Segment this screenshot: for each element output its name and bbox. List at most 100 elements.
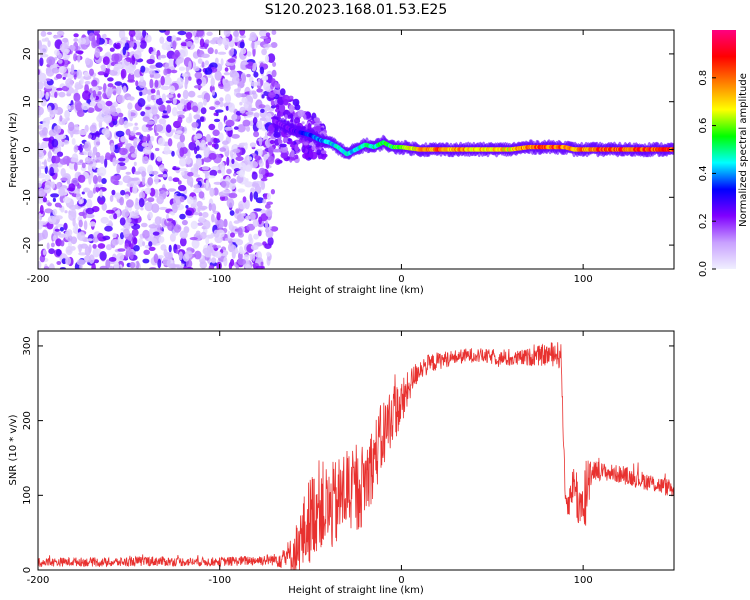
spectrogram-noise-blob bbox=[251, 40, 255, 50]
spectrogram-noise-blob bbox=[167, 188, 176, 192]
spectrogram-noise-blob bbox=[260, 209, 267, 214]
spectrogram-noise-blob bbox=[186, 101, 192, 111]
spectrogram-noise-blob bbox=[231, 76, 240, 85]
spectrogram-noise-blob bbox=[168, 58, 174, 67]
spectrogram-noise-blob bbox=[148, 140, 153, 151]
spectrogram-noise-blob bbox=[77, 231, 86, 241]
spectrogram-noise-blob bbox=[247, 156, 253, 161]
spectrogram-noise-blob bbox=[120, 136, 126, 143]
x-tick-label: 0 bbox=[398, 274, 404, 285]
spectrogram-transition-blob bbox=[276, 159, 283, 164]
spectrogram-noise-blob bbox=[221, 37, 230, 46]
spectrogram-noise-blob bbox=[258, 104, 266, 109]
spectrogram-noise-blob bbox=[253, 208, 263, 212]
spectrogram-noise-blob bbox=[126, 96, 135, 101]
spectrogram-noise-blob bbox=[66, 104, 72, 110]
spectrogram-noise-blob bbox=[198, 191, 205, 199]
spectrogram-transition-blob bbox=[283, 99, 289, 106]
spectrogram-noise-blob bbox=[79, 159, 84, 163]
spectrogram-noise-blob bbox=[58, 134, 67, 140]
spectrogram-noise-blob bbox=[155, 97, 164, 106]
spectrogram-noise-blob bbox=[116, 85, 122, 95]
spectrogram-transition-blob bbox=[316, 149, 322, 156]
spectrogram-noise-blob bbox=[270, 189, 275, 195]
spectrogram-noise-blob bbox=[271, 69, 277, 78]
spectrogram-noise-blob bbox=[141, 170, 147, 177]
spectrogram-noise-blob bbox=[256, 88, 263, 93]
spectrogram-noise-blob bbox=[175, 59, 181, 66]
spectrogram-noise-blob bbox=[119, 217, 126, 226]
spectrogram-noise-blob bbox=[199, 116, 205, 122]
spectrogram-transition-blob bbox=[280, 88, 286, 96]
spectrogram-noise-blob bbox=[52, 35, 62, 39]
spectrogram-noise-blob bbox=[191, 121, 199, 128]
spectrogram-noise-blob bbox=[81, 162, 86, 169]
spectrogram-noise-blob bbox=[156, 255, 164, 259]
spectrogram-noise-blob bbox=[55, 223, 64, 228]
spectrogram-noise-blob bbox=[252, 254, 255, 262]
spectrogram-y-label: Frequency (Hz) bbox=[8, 112, 19, 188]
spectrogram-noise-blob bbox=[145, 106, 151, 110]
spectrogram-noise-blob bbox=[47, 215, 57, 225]
spectrogram-noise-blob bbox=[216, 212, 221, 221]
spectrogram-noise-blob bbox=[74, 223, 79, 232]
spectrogram-noise-blob bbox=[250, 81, 259, 87]
spectrogram-noise-blob bbox=[185, 205, 189, 209]
spectrogram-noise-blob bbox=[116, 209, 121, 218]
spectrogram-noise-blob bbox=[89, 101, 97, 107]
spectrogram-noise-blob bbox=[179, 213, 186, 220]
spectrogram-noise-blob bbox=[233, 37, 240, 43]
spectrogram-noise-blob bbox=[154, 79, 159, 88]
spectrogram-noise-blob bbox=[129, 261, 136, 269]
spectrogram-noise-blob bbox=[42, 197, 48, 203]
spectrogram-noise-blob bbox=[165, 100, 172, 104]
spectrogram-noise-blob bbox=[47, 150, 52, 159]
spectrogram-noise-blob bbox=[175, 130, 183, 135]
spectrogram-noise-blob bbox=[265, 112, 273, 123]
spectrogram-noise-blob bbox=[118, 147, 128, 156]
spectrogram-noise-blob bbox=[171, 150, 175, 157]
spectrogram-noise-blob bbox=[58, 204, 63, 208]
spectrogram-noise-blob bbox=[253, 71, 259, 78]
spectrogram-noise-blob bbox=[224, 126, 233, 131]
spectrogram-noise-blob bbox=[179, 168, 188, 172]
spectrogram-noise-blob bbox=[109, 195, 114, 202]
spectrogram-noise-blob bbox=[140, 65, 146, 73]
spectrogram-transition-blob bbox=[292, 98, 300, 107]
spectrogram-noise-blob bbox=[97, 243, 106, 249]
spectrogram-transition-blob bbox=[270, 105, 276, 109]
y-tick-label: 0 bbox=[22, 146, 33, 152]
spectrogram-noise-blob bbox=[195, 230, 201, 236]
spectrogram-noise-blob bbox=[212, 129, 220, 137]
spectrogram-noise-blob bbox=[203, 146, 211, 152]
spectrogram-noise-blob bbox=[198, 212, 203, 217]
spectrogram-noise-blob bbox=[263, 44, 272, 48]
spectrogram-noise-blob bbox=[127, 218, 132, 223]
spectrogram-noise-blob bbox=[231, 158, 235, 164]
spectrogram-noise-blob bbox=[40, 30, 47, 37]
spectrogram-noise-blob bbox=[106, 244, 112, 251]
spectrogram-noise-blob bbox=[229, 210, 235, 216]
spectrogram-noise-blob bbox=[38, 187, 46, 197]
spectrogram-noise-blob bbox=[176, 266, 181, 269]
spectrogram-noise-blob bbox=[111, 189, 116, 196]
spectrogram-noise-blob bbox=[252, 219, 259, 228]
spectrogram-noise-blob bbox=[135, 132, 142, 136]
spectrogram-noise-blob bbox=[44, 208, 53, 214]
spectrogram-noise-blob bbox=[112, 157, 117, 167]
spectrogram-noise-blob bbox=[98, 187, 107, 192]
spectrogram-noise-blob bbox=[230, 178, 237, 184]
spectrogram-noise-blob bbox=[260, 261, 264, 266]
spectrogram-noise-blob bbox=[77, 50, 84, 55]
spectrogram-noise-blob bbox=[93, 259, 100, 264]
spectrogram-noise-blob bbox=[223, 72, 231, 76]
spectrogram-noise-blob bbox=[185, 259, 193, 269]
spectrogram-noise-blob bbox=[123, 120, 129, 129]
spectrogram-noise-blob bbox=[156, 156, 163, 162]
spectrogram-noise-blob bbox=[265, 203, 271, 209]
spectrogram-noise-blob bbox=[101, 127, 110, 135]
spectrogram-noise-blob bbox=[38, 160, 42, 169]
spectrogram-noise-blob bbox=[75, 69, 83, 79]
spectrogram-noise-blob bbox=[252, 62, 257, 72]
spectrogram-noise-blob bbox=[132, 184, 138, 194]
